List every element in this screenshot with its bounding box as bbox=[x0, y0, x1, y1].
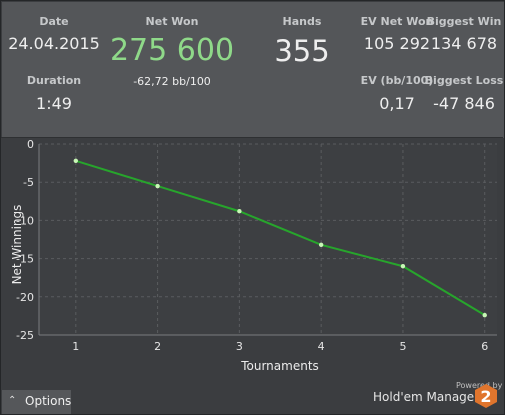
ev-bb-100-value: 0,17 bbox=[379, 94, 415, 113]
net-won-value: 275 600 bbox=[109, 33, 235, 68]
duration-value: 1:49 bbox=[36, 94, 72, 113]
ev-net-won-label: EV Net Won bbox=[360, 15, 434, 28]
data-point bbox=[237, 209, 242, 214]
summary-header: Date 24.04.2015 Net Won 275 600 -62,72 b… bbox=[2, 2, 504, 138]
brand-name: Hold'em Manager bbox=[373, 390, 480, 404]
biggest-loss-label: Biggest Loss bbox=[424, 74, 504, 87]
biggest-loss-value: -47 846 bbox=[433, 94, 495, 113]
data-point bbox=[318, 242, 324, 248]
date-value: 24.04.2015 bbox=[8, 34, 100, 53]
powered-by-text: Powered by bbox=[456, 381, 503, 390]
y-tick-label: 0 bbox=[27, 139, 34, 151]
x-tick-label: 1 bbox=[72, 340, 79, 353]
x-tick-label: 2 bbox=[154, 340, 161, 353]
options-button[interactable]: ⌃ Options bbox=[2, 390, 71, 414]
hm2-logo: 2 bbox=[475, 384, 497, 408]
options-label: Options bbox=[25, 394, 72, 408]
x-axis-label: Tournaments bbox=[240, 359, 319, 373]
net-won-bb-per-100: -62,72 bb/100 bbox=[133, 75, 211, 88]
data-point bbox=[73, 158, 79, 164]
ev-net-won-value: 105 292 bbox=[363, 34, 431, 53]
series-line bbox=[75, 159, 486, 316]
y-tick-label: -20 bbox=[16, 291, 34, 304]
header-divider bbox=[1, 137, 503, 138]
biggest-win-label: Biggest Win bbox=[426, 15, 502, 28]
x-tick-label: 3 bbox=[236, 340, 243, 353]
data-point bbox=[482, 312, 487, 318]
x-tick-label: 5 bbox=[399, 340, 406, 353]
x-tick-label: 4 bbox=[318, 340, 325, 353]
biggest-win-value: 134 678 bbox=[430, 34, 498, 53]
data-point bbox=[400, 264, 406, 269]
net-winnings-chart: 1 2 3 4 5 6 0 -5 -10 -15 -20 -25 Tournaments Net Winn… bbox=[4, 139, 502, 387]
plot-area bbox=[39, 144, 497, 335]
duration-label: Duration bbox=[26, 74, 82, 87]
x-tick-label: 6 bbox=[481, 340, 488, 353]
y-tick-label: -15 bbox=[16, 253, 34, 266]
hands-value: 355 bbox=[274, 34, 330, 68]
chart-svg: 1 2 3 4 5 6 0 -5 -10 -15 -20 -25 Tournaments Net Winn… bbox=[10, 139, 497, 373]
hands-label: Hands bbox=[282, 15, 322, 28]
chevron-up-icon: ⌃ bbox=[8, 395, 17, 406]
data-point bbox=[155, 183, 160, 189]
y-tick-label: -25 bbox=[16, 329, 34, 342]
net-won-label: Net Won bbox=[145, 15, 199, 28]
date-label: Date bbox=[39, 15, 69, 28]
y-tick-label: -10 bbox=[16, 214, 34, 227]
ev-bb-100-label: EV (bb/100) bbox=[360, 74, 434, 87]
y-tick-label: -5 bbox=[23, 176, 34, 189]
logo-text: 2 bbox=[480, 387, 491, 406]
y-axis-label: Net Winnings bbox=[10, 205, 24, 285]
